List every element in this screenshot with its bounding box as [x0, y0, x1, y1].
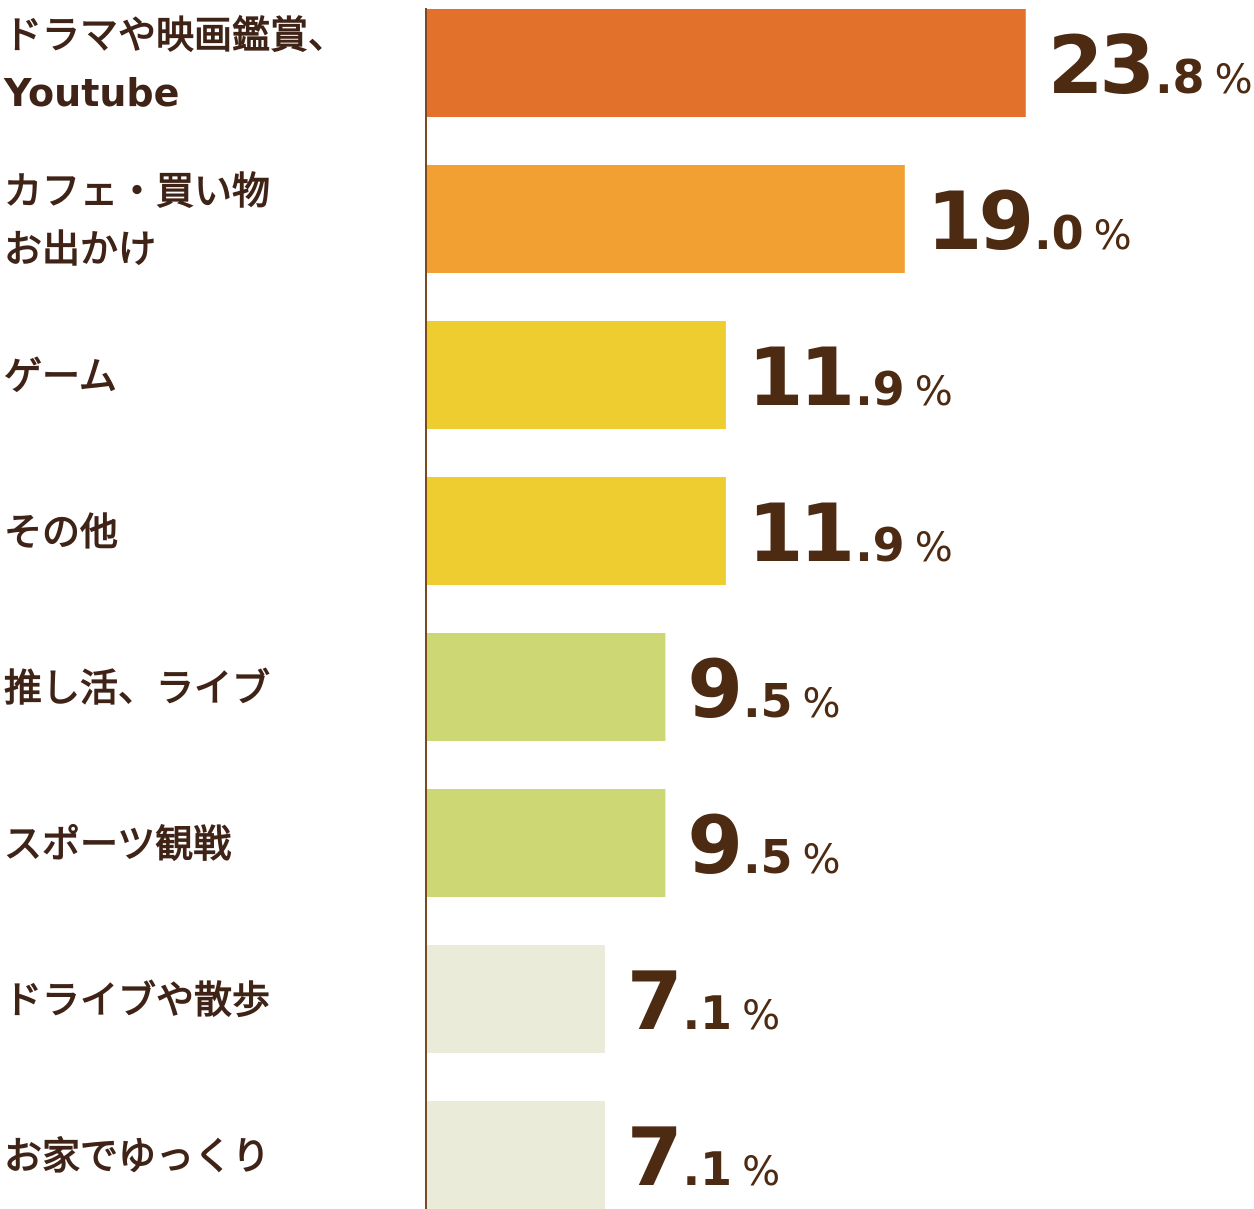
category-label: ゲーム: [4, 354, 117, 398]
value-label: 23.8%: [1048, 19, 1253, 112]
value-labels-group: 23.8 % 19.0 % 11.9 % 11.9 % 9.5 % 9.5 % 7.1 % 7.1%: [627, 19, 1253, 1204]
value-label: 11.9%: [748, 487, 953, 580]
value-label: 7.1%: [627, 1111, 780, 1204]
bar: [426, 321, 726, 429]
category-label: 推し活、ライブ: [4, 666, 270, 710]
bar: [426, 477, 726, 585]
bar: [426, 9, 1026, 117]
bar: [426, 633, 666, 741]
value-label: 7.1%: [627, 955, 780, 1048]
bars-group: [426, 9, 1026, 1209]
bar: [426, 945, 605, 1053]
category-label: ドライブや散歩: [4, 978, 270, 1022]
category-labels-group: ドラマや映画鑑賞、 Youtube カフェ・買い物お出かけゲームその他推し活、ライブ…: [3, 13, 346, 1178]
value-label: 9.5%: [687, 799, 840, 892]
category-label: その他: [4, 510, 118, 554]
category-label: ドラマや映画鑑賞、: [4, 13, 346, 57]
value-label: 11.9%: [748, 331, 953, 424]
bar: [426, 789, 666, 897]
value-label: 9.5%: [687, 643, 840, 736]
category-label: カフェ・買い物: [4, 169, 270, 213]
category-label: お家でゆっくり: [4, 1134, 270, 1178]
bar: [426, 165, 905, 273]
category-label: お出かけ: [4, 227, 156, 271]
category-label: Youtube: [3, 71, 179, 115]
value-label: 19.0%: [927, 175, 1132, 268]
category-label: スポーツ観戦: [4, 822, 231, 866]
bar: [426, 1101, 605, 1209]
